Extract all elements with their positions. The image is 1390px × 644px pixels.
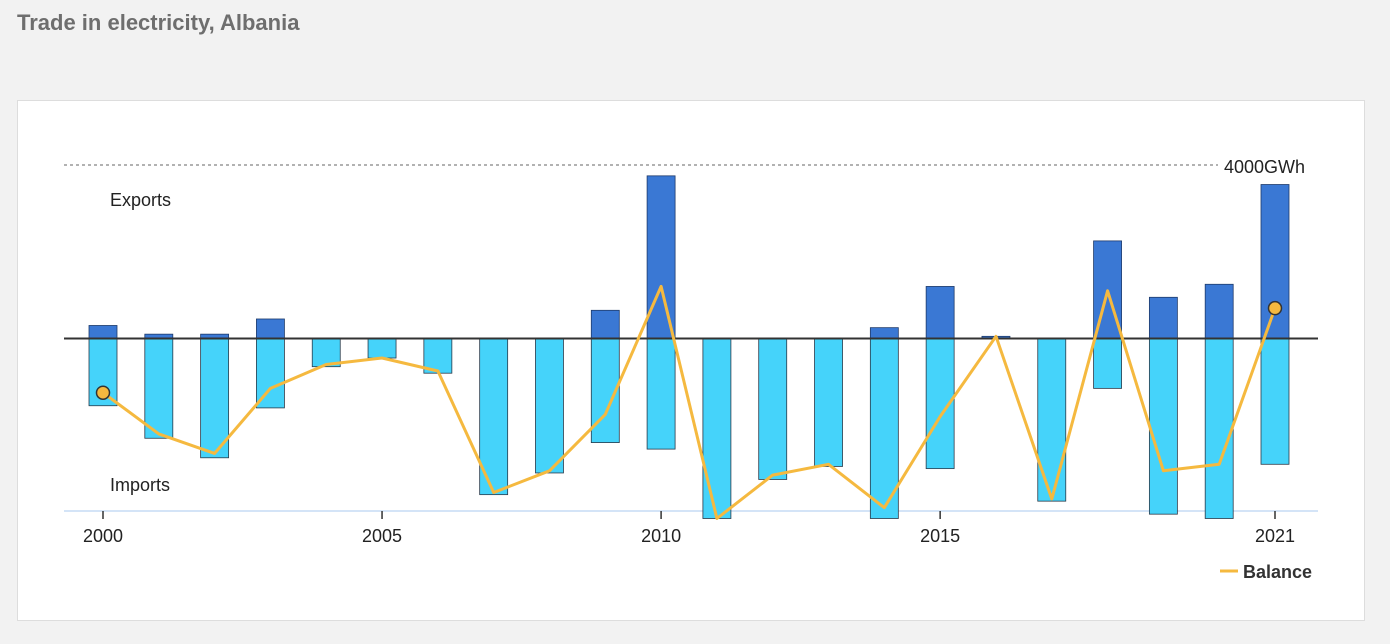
chart-card: 4000GWh Exports Imports 2000 2005 2010 2015… [17,100,1365,621]
import-bar-2017 [1037,338,1067,502]
chart-svg: 4000GWh Exports Imports 2000 2005 2010 2015… [64,157,1318,582]
balance-group [95,284,1283,520]
import-bar-2019 [1148,338,1178,515]
x-tick-label-2015: 2015 [920,526,960,546]
import-bar-2014 [869,338,899,519]
export-bar-2015 [925,286,955,339]
export-bar-2019 [1148,296,1178,339]
import-bar-2020 [1204,338,1234,519]
x-ticks-group: 2000 2005 2010 2015 2021 [83,511,1295,546]
top-reference-label: 4000GWh [1224,157,1305,177]
balance-point-2000 [95,385,111,400]
import-bar-2008 [535,338,564,474]
import-bar-2005 [367,338,397,359]
import-bar-2001 [144,338,174,439]
import-bar-2011 [702,338,732,519]
export-bar-2000 [88,325,118,339]
export-bar-2021 [1260,184,1290,339]
x-tick-label-2005: 2005 [362,526,402,546]
chart-title: Trade in electricity, Albania [17,10,300,35]
x-tick-label-2010: 2010 [641,526,681,546]
legend-label-balance: Balance [1243,562,1312,582]
import-bar-2018 [1093,338,1122,389]
export-bar-2010 [646,175,676,339]
balance-line [102,284,1277,520]
bars-group [88,175,1290,519]
import-bar-2010 [646,338,676,450]
imports-label: Imports [110,475,170,495]
export-bar-2003 [256,318,285,339]
import-bar-2021 [1260,338,1290,465]
export-bar-2009 [590,309,620,339]
import-bar-2002 [200,338,230,459]
export-bar-2020 [1204,283,1234,339]
import-bar-2007 [479,338,509,496]
import-bar-2003 [256,338,285,409]
x-tick-label-2000: 2000 [83,526,123,546]
import-bar-2012 [758,338,788,480]
import-bar-2013 [814,338,843,467]
export-bar-2014 [869,327,899,339]
x-tick-label-2021: 2021 [1255,526,1295,546]
exports-label: Exports [110,190,171,210]
balance-point-2021 [1267,300,1283,316]
